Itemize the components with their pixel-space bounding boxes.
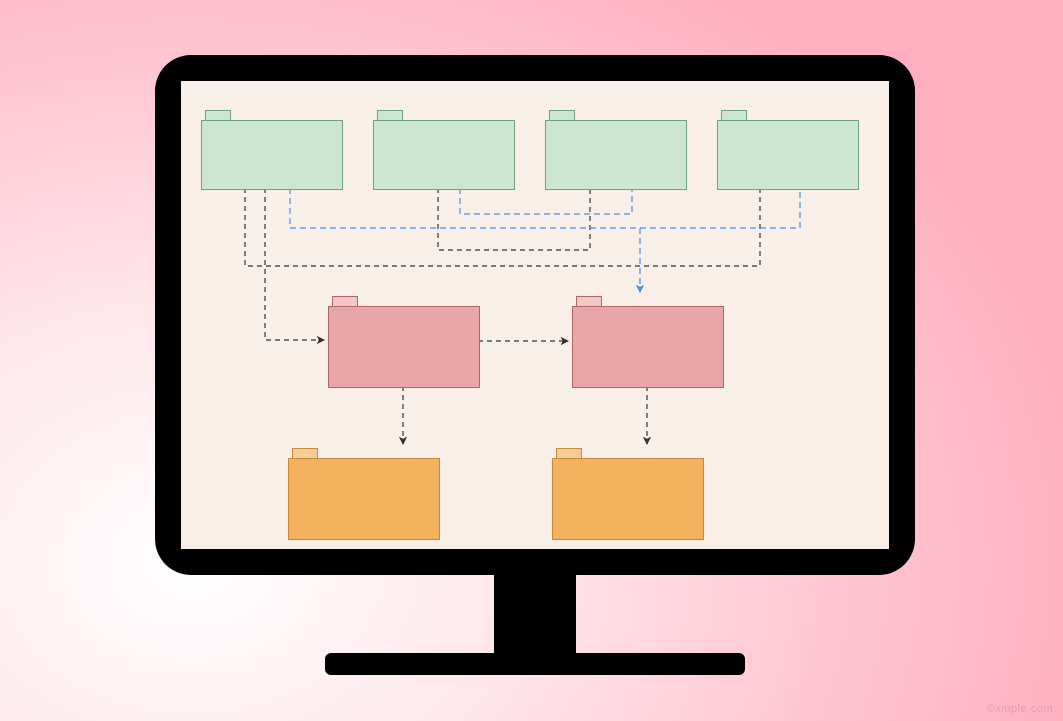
folder-body	[201, 120, 343, 190]
folder-body	[545, 120, 687, 190]
folder-node	[373, 110, 513, 188]
folder-node	[717, 110, 857, 188]
folder-body	[328, 306, 480, 388]
folder-node	[288, 448, 438, 538]
edge	[245, 188, 760, 266]
edge	[265, 188, 324, 340]
monitor-screen	[181, 81, 889, 549]
edge	[290, 188, 800, 228]
edge	[438, 188, 590, 250]
page-background: ©xmple.com	[0, 0, 1063, 721]
folder-body	[717, 120, 859, 190]
folder-body	[373, 120, 515, 190]
monitor-base	[325, 653, 745, 675]
folder-node	[328, 296, 478, 386]
folder-body	[572, 306, 724, 388]
folder-body	[552, 458, 704, 540]
folder-body	[288, 458, 440, 540]
folder-node	[572, 296, 722, 386]
monitor-neck	[494, 575, 576, 653]
watermark-text: ©xmple.com	[987, 703, 1053, 715]
folder-node	[201, 110, 341, 188]
edge	[460, 188, 632, 214]
folder-node	[552, 448, 702, 538]
folder-node	[545, 110, 685, 188]
